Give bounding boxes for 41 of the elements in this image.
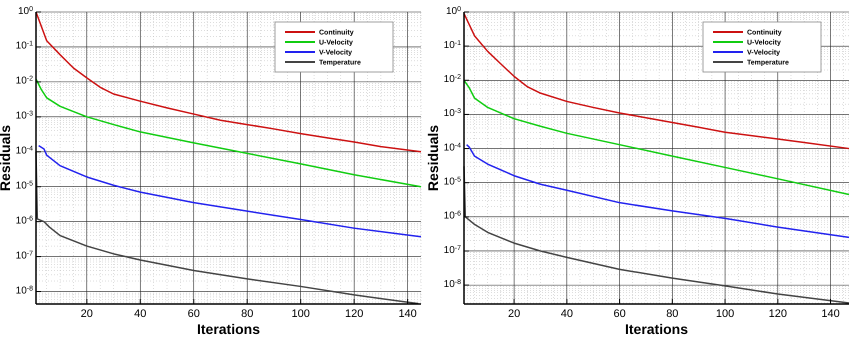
y-tick-label: 10$^{-7}$ (444, 244, 462, 256)
y-tick-label: 10$^{-6}$ (444, 210, 462, 222)
x-tick-label: 60 (613, 308, 626, 320)
line-series (466, 144, 850, 238)
line-series (38, 144, 422, 238)
x-axis-title: Iterations (196, 321, 260, 337)
y-tick-label: 10$^{-7}$ (16, 250, 34, 262)
x-tick-label: 100 (716, 308, 734, 320)
y-tick-label: 10$^{-6}$ (16, 214, 34, 226)
y-tick-label: 10$^{0}$ (446, 5, 462, 17)
line-series (463, 80, 850, 196)
y-tick-label: 10$^{-8}$ (444, 278, 462, 290)
line-series (463, 12, 850, 150)
y-tick-label: 10$^{-3}$ (16, 110, 34, 122)
y-tick-label: 10$^{-1}$ (16, 40, 34, 52)
x-tick-label: 140 (398, 308, 417, 320)
y-tick-label: 10$^{0}$ (18, 5, 34, 17)
y-tick-label: 10$^{-1}$ (444, 39, 462, 51)
x-tick-label: 20 (508, 308, 520, 320)
x-tick-label: 80 (241, 308, 254, 320)
x-tick-label: 20 (80, 308, 93, 320)
x-tick-label: 40 (560, 308, 573, 320)
y-tick-label: 10$^{-4}$ (444, 142, 462, 154)
y-tick-label: 10$^{-2}$ (16, 75, 34, 87)
line-series (35, 78, 422, 188)
y-tick-label: 10$^{-8}$ (16, 284, 34, 296)
y-tick-label: 10$^{-5}$ (16, 180, 34, 192)
x-tick-label: 40 (134, 308, 146, 320)
y-tick-label: 10$^{-3}$ (444, 108, 462, 120)
x-tick-label: 120 (768, 308, 787, 320)
y-axis-title: Residuals (425, 124, 441, 192)
y-tick-label: 10$^{-4}$ (16, 145, 34, 157)
x-tick-label: 100 (292, 308, 310, 320)
y-tick-label: 10$^{-5}$ (444, 176, 462, 188)
x-tick-label: 120 (344, 308, 364, 320)
x-tick-label: 80 (666, 308, 678, 320)
y-axis-title: Residuals (0, 124, 13, 192)
x-tick-label: 140 (821, 308, 840, 320)
x-tick-label: 60 (188, 308, 200, 320)
y-tick-label: 10$^{-2}$ (444, 74, 462, 86)
x-axis-title: Iterations (624, 321, 688, 337)
